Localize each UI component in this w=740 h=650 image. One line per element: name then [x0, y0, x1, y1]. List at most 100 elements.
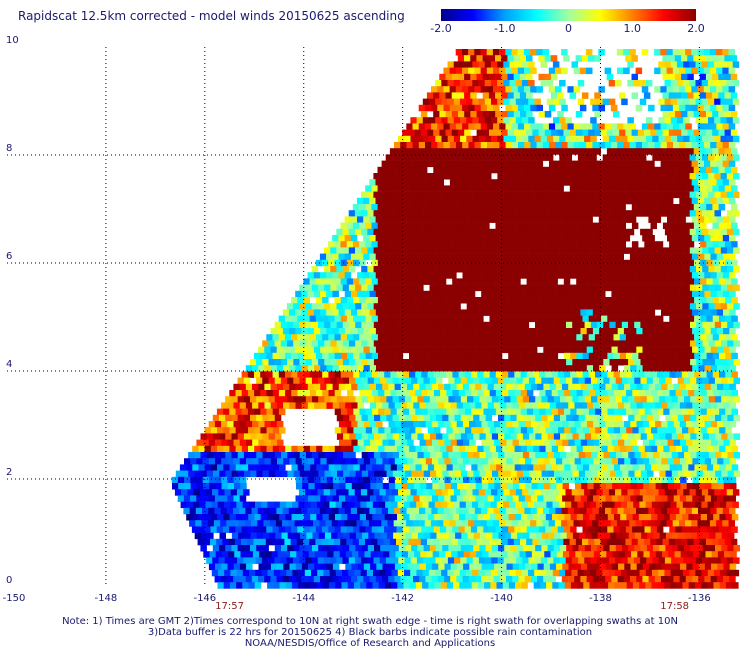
swath-cell — [369, 290, 377, 298]
swath-cell — [581, 92, 589, 99]
swath-cell — [607, 514, 615, 521]
swath-cell — [357, 290, 364, 298]
swath-cell — [431, 197, 438, 205]
swath-cell — [326, 253, 333, 261]
swath-cell — [650, 241, 657, 248]
swath-cell — [556, 476, 563, 484]
swath-cell — [483, 390, 490, 397]
swath-cell — [627, 489, 634, 496]
swath-cell — [547, 433, 555, 440]
swath-cell — [266, 352, 273, 360]
swath-cell — [532, 129, 539, 137]
swath-cell — [726, 489, 734, 496]
swath-cell — [326, 402, 333, 409]
swath-cell — [460, 433, 468, 440]
swath-cell — [508, 371, 515, 378]
swath-cell — [410, 489, 417, 496]
swath-cell — [702, 433, 710, 440]
swath-cell — [661, 328, 668, 335]
swath-cell — [256, 452, 263, 459]
swath-cell — [367, 303, 374, 310]
swath-cell — [456, 235, 463, 242]
swath-cell — [528, 154, 535, 161]
swath-cell — [406, 142, 413, 149]
swath-cell — [646, 340, 654, 347]
swath-cell — [548, 123, 556, 130]
swath-cell — [565, 266, 573, 273]
swath-cell — [384, 427, 391, 434]
swath-cell — [464, 297, 472, 304]
swath-cell — [617, 328, 625, 335]
swath-cell — [278, 315, 286, 323]
swath-cell — [683, 117, 690, 124]
swath-cell — [571, 135, 579, 143]
swath-cell — [335, 514, 342, 521]
swath-cell — [471, 427, 478, 434]
swath-cell — [204, 445, 212, 453]
swath-cell — [402, 129, 409, 137]
swath-cell — [669, 204, 676, 211]
swath-cell — [349, 321, 356, 329]
swath-cell — [349, 433, 356, 440]
swath-cell — [582, 427, 590, 434]
swath-cell — [349, 396, 356, 403]
swath-cell — [586, 197, 593, 205]
swath-cell — [289, 365, 296, 372]
swath-cell — [454, 173, 461, 180]
swath-cell — [667, 328, 674, 335]
swath-cell — [495, 390, 503, 397]
swath-cell — [666, 160, 674, 168]
swath-cell — [423, 173, 430, 180]
swath-cell — [369, 421, 377, 428]
swath-cell — [576, 222, 583, 230]
swath-cell — [722, 104, 729, 112]
swath-cell — [669, 278, 676, 285]
swath-cell — [476, 55, 483, 62]
swath-cell — [601, 390, 608, 397]
swath-cell — [520, 185, 527, 192]
swath-cell — [623, 142, 630, 149]
swath-cell — [574, 290, 581, 298]
swath-cell — [605, 476, 613, 484]
swath-cell — [281, 470, 288, 478]
swath-cell — [376, 458, 383, 465]
swath-cell — [388, 476, 396, 484]
swath-cell — [636, 402, 643, 409]
swath-cell — [696, 377, 703, 385]
swath-cell — [429, 340, 437, 347]
swath-cell — [627, 303, 635, 310]
swath-cell — [429, 414, 437, 422]
swath-cell — [726, 228, 734, 236]
swath-cell — [640, 321, 647, 329]
swath-cell — [406, 272, 414, 279]
swath-cell — [570, 297, 577, 304]
swath-cell — [669, 185, 676, 192]
swath-cell — [557, 148, 564, 155]
swath-cell — [528, 173, 535, 180]
swath-cell — [489, 204, 496, 211]
swath-cell — [683, 377, 691, 385]
swath-cell — [313, 272, 321, 279]
swath-cell — [704, 507, 711, 515]
swath-cell — [694, 315, 701, 323]
swath-cell — [639, 489, 647, 496]
swath-cell — [590, 284, 598, 292]
swath-cell — [565, 228, 573, 236]
swath-cell — [332, 458, 340, 465]
swath-cell — [411, 359, 418, 366]
swath-cell — [633, 501, 640, 509]
swath-cell — [606, 73, 614, 81]
swath-cell — [707, 80, 715, 87]
swath-cell — [427, 204, 434, 211]
swath-cell — [452, 204, 459, 211]
swath-cell — [281, 396, 288, 403]
swath-cell — [535, 377, 542, 385]
swath-cell — [650, 185, 657, 192]
swath-cell — [285, 390, 292, 397]
swath-cell — [275, 470, 282, 478]
swath-cell — [726, 173, 734, 180]
swath-cell — [355, 377, 362, 385]
swath-cell — [634, 303, 641, 310]
swath-cell — [691, 272, 699, 279]
swath-cell — [464, 334, 472, 341]
